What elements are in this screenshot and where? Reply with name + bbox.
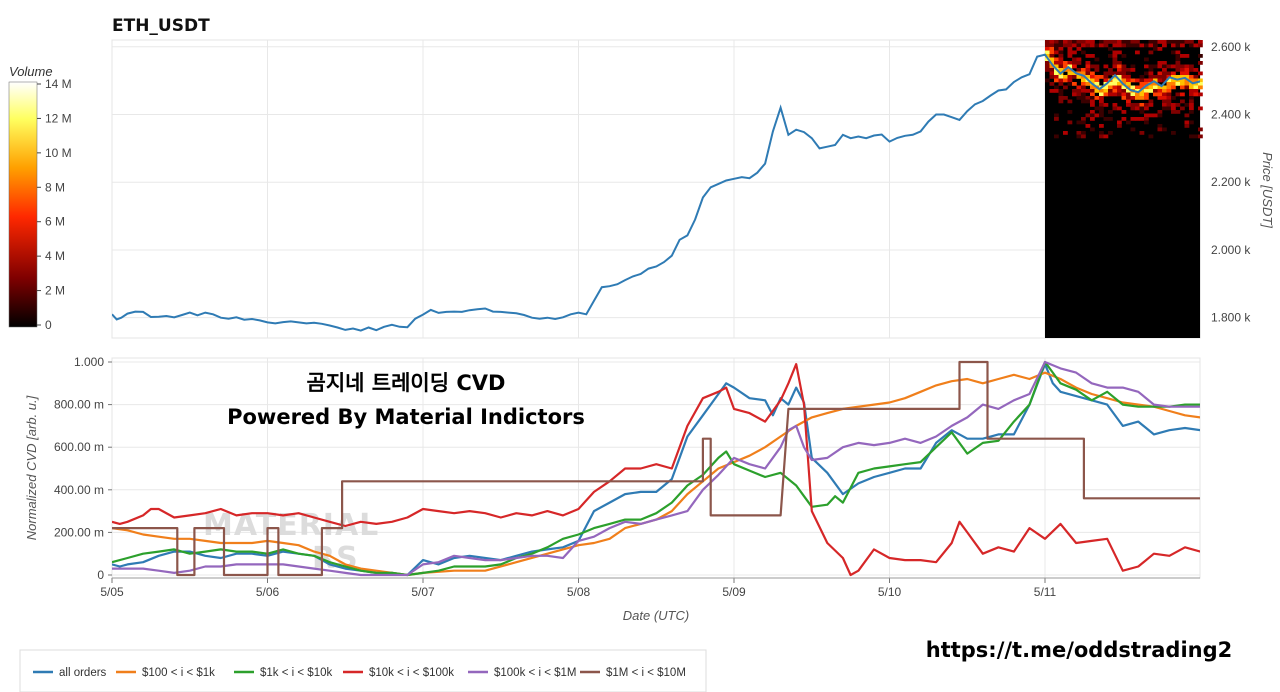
- price-axis-label: Price [USDT]: [1260, 152, 1275, 228]
- price-panel: 1.800 k 2.000 k 2.200 k 2.400 k 2.600 k Pric…: [111, 39, 1275, 339]
- price-tick-label: 2.600 k: [1211, 40, 1251, 54]
- colorbar-tick-label: 0: [45, 318, 52, 332]
- colorbar-tick-label: 6 M: [45, 215, 65, 229]
- colorbar-tick-label: 2 M: [45, 284, 65, 298]
- legend-label: $100k < i < $1M: [494, 667, 576, 679]
- legend: all orders $100 < i < $1k $1k < i < $10k $1…: [19, 649, 707, 692]
- legend-label: all orders: [59, 667, 107, 679]
- legend-label: $1M < i < $10M: [606, 667, 686, 679]
- date-tick-label: 5/06: [256, 585, 280, 599]
- price-tick-label: 1.800 k: [1211, 311, 1251, 325]
- date-tick-label: 5/08: [567, 585, 591, 599]
- colorbar-tick-label: 8 M: [45, 180, 65, 194]
- legend-item[interactable]: $100k < i < $1M: [468, 667, 576, 679]
- legend-item[interactable]: $10k < i < $100k: [343, 667, 454, 679]
- colorbar-tick-label: 4 M: [45, 249, 65, 263]
- date-tick-label: 5/05: [100, 585, 124, 599]
- cvd-series-line-4: [112, 360, 1200, 577]
- cvd-axis-label: Normalized CVD [arb. u.]: [24, 395, 39, 540]
- date-axis-label: Date (UTC): [623, 608, 689, 623]
- cvd-tick-label: 800.00 m: [54, 398, 104, 412]
- volume-heatmap: [1045, 40, 1203, 338]
- cvd-tick-label: 400.00 m: [54, 483, 104, 497]
- legend-item[interactable]: $1M < i < $10M: [580, 667, 686, 679]
- cvd-series-line-1: [112, 371, 1200, 577]
- cvd-series-line-3: [112, 363, 1200, 577]
- cvd-series-line-5: [112, 360, 1200, 577]
- colorbar-tick-label: 14 M: [45, 77, 72, 91]
- cvd-tick-label: 1.000: [74, 355, 104, 369]
- legend-label: $1k < i < $10k: [260, 667, 332, 679]
- colorbar-title: Volume: [9, 64, 53, 79]
- date-tick-label: 5/09: [722, 585, 746, 599]
- price-line: [112, 53, 1200, 332]
- legend-label: $100 < i < $1k: [142, 667, 215, 679]
- legend-label: $10k < i < $100k: [369, 667, 454, 679]
- price-tick-label: 2.400 k: [1211, 108, 1251, 122]
- date-tick-label: 5/07: [411, 585, 435, 599]
- colorbar-tick-label: 12 M: [45, 111, 72, 125]
- legend-item[interactable]: $100 < i < $1k: [116, 667, 215, 679]
- legend-item[interactable]: $1k < i < $10k: [234, 667, 332, 679]
- date-tick-label: 5/11: [1034, 585, 1057, 599]
- overlay-subtitle: Powered By Material Indictors: [227, 405, 585, 429]
- cvd-tick-label: 600.00 m: [54, 440, 104, 454]
- overlay-title: 곰지네 트레이딩 CVD: [307, 371, 506, 395]
- colorbar-gradient: [8, 81, 38, 328]
- date-tick-label: 5/10: [878, 585, 902, 599]
- telegram-link[interactable]: https://t.me/oddstrading2: [926, 638, 1233, 662]
- price-tick-label: 2.000 k: [1211, 243, 1251, 257]
- price-tick-label: 2.200 k: [1211, 175, 1251, 189]
- cvd-tick-label: 200.00 m: [54, 525, 104, 539]
- colorbar-tick-label: 10 M: [45, 146, 72, 160]
- legend-item[interactable]: all orders: [33, 667, 107, 679]
- cvd-tick-label: 0: [97, 568, 104, 582]
- colorbar: Volume 0 2 M 4 M 6 M 8 M 10 M 12 M 14 M: [8, 64, 72, 332]
- chart-title: ETH_USDT: [112, 16, 210, 36]
